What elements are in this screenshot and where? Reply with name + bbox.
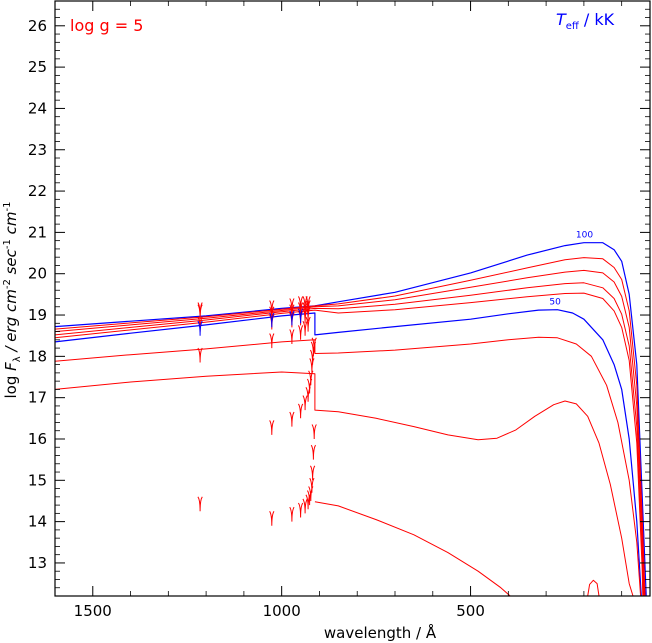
y-tick-label-21: 21 bbox=[28, 223, 47, 241]
series-line-model-4 bbox=[54, 292, 644, 597]
absorption-line-920-1 bbox=[309, 477, 315, 493]
y-tick-label-23: 23 bbox=[28, 141, 47, 159]
absorption-line-930-2 bbox=[305, 306, 311, 322]
y-tick-label-18: 18 bbox=[28, 347, 47, 365]
absorption-line-1026-4 bbox=[269, 420, 275, 435]
absorption-line-938-3 bbox=[302, 320, 308, 336]
series-line-model-9 bbox=[587, 579, 600, 597]
ylabel-cm: cm bbox=[2, 211, 20, 239]
absorption-line-923-0 bbox=[308, 370, 314, 386]
absorption-line-1026-3 bbox=[269, 333, 275, 349]
x-tick-label-1000: 1000 bbox=[263, 602, 301, 620]
y-tick-label-22: 22 bbox=[28, 182, 47, 200]
series-line-model-3 bbox=[54, 282, 645, 597]
absorption-line-973-4 bbox=[289, 411, 295, 427]
legend-title-T: T bbox=[556, 10, 567, 29]
absorption-line-1216-1 bbox=[197, 304, 203, 320]
absorption-line-1216-0 bbox=[197, 320, 203, 336]
ylabel-pre: log bbox=[2, 371, 20, 399]
legend-title: Teff / kK bbox=[556, 10, 615, 32]
absorption-line-1216-3 bbox=[197, 347, 203, 363]
y-tick-label-19: 19 bbox=[28, 306, 47, 324]
model-curves bbox=[54, 242, 647, 597]
absorption-line-914-0 bbox=[311, 337, 317, 353]
absorption-line-950-5 bbox=[297, 502, 304, 518]
absorption-line-950-0 bbox=[297, 308, 304, 324]
ylabel-e1: -2 bbox=[2, 279, 13, 289]
y-tick-label-13: 13 bbox=[28, 554, 47, 572]
x-tick-label-500: 500 bbox=[456, 602, 485, 620]
x-axis-title: wavelength / Å bbox=[324, 623, 437, 642]
curve-labels: 100 50 bbox=[549, 231, 593, 308]
y-tick-label-20: 20 bbox=[28, 265, 47, 283]
absorption-line-1216-4 bbox=[197, 496, 203, 512]
annotation-logg: log g = 5 bbox=[70, 16, 143, 35]
ylabel-sec: sec bbox=[2, 248, 20, 279]
series-line-100 bbox=[54, 242, 647, 597]
absorption-line-973-0 bbox=[289, 310, 295, 326]
y-tick-label-25: 25 bbox=[28, 58, 47, 76]
ylabel-e3: -1 bbox=[2, 202, 13, 212]
y-tick-label-15: 15 bbox=[28, 471, 47, 489]
y-tick-label-26: 26 bbox=[28, 17, 47, 35]
absorption-line-918-1 bbox=[309, 465, 316, 481]
absorption-line-938-5 bbox=[302, 498, 308, 514]
absorption-line-950-3 bbox=[297, 325, 304, 340]
absorption-line-930-3 bbox=[305, 316, 311, 332]
y-tick-label-14: 14 bbox=[28, 513, 47, 531]
absorption-lines bbox=[197, 296, 317, 526]
series-label-100: 100 bbox=[576, 231, 593, 241]
absorption-line-1026-5 bbox=[269, 511, 275, 526]
absorption-line-916-1 bbox=[310, 444, 317, 460]
absorption-line-914-1 bbox=[311, 424, 317, 440]
absorption-line-1026-0 bbox=[269, 312, 275, 328]
series-line-model-8 bbox=[314, 501, 511, 597]
y-tick-label-16: 16 bbox=[28, 430, 47, 448]
y-tick-label-17: 17 bbox=[28, 389, 47, 407]
series-line-model-6 bbox=[54, 336, 642, 597]
ylabel-mid: / erg cm bbox=[2, 289, 20, 356]
axis-ticks: 13 14 15 16 17 18 19 20 21 22 23 24 25 26 1500 1000 500 bbox=[28, 0, 650, 620]
series-line-50 bbox=[54, 309, 642, 597]
ylabel-F: F bbox=[2, 362, 20, 371]
ylabel-lambda: λ bbox=[12, 356, 23, 362]
legend-title-unit: / kK bbox=[579, 10, 615, 29]
series-line-model-2 bbox=[54, 269, 645, 597]
y-tick-label-24: 24 bbox=[28, 99, 47, 117]
ylabel-e2: -1 bbox=[2, 239, 13, 249]
absorption-line-938-4 bbox=[302, 395, 308, 411]
series-line-model-7 bbox=[54, 371, 634, 597]
absorption-line-938-2 bbox=[302, 308, 308, 324]
absorption-line-950-4 bbox=[297, 403, 304, 419]
series-line-model-1 bbox=[54, 257, 646, 597]
y-axis-title: log Fλ / erg cm-2 sec-1 cm-1 bbox=[2, 202, 23, 399]
absorption-line-920-0 bbox=[309, 358, 315, 373]
absorption-line-973-5 bbox=[289, 506, 295, 522]
x-tick-label-1500: 1500 bbox=[74, 602, 112, 620]
series-label-50: 50 bbox=[549, 298, 561, 308]
absorption-line-973-3 bbox=[289, 329, 295, 345]
legend-title-eff: eff bbox=[566, 21, 580, 32]
